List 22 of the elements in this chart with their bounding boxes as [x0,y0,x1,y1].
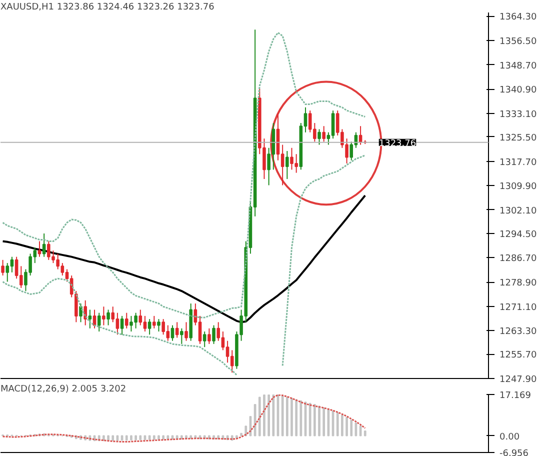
y-tick-label: 1302.10 [500,206,537,216]
ref-line-label: 1323.76 [378,138,416,149]
y-tick-label: 1286.70 [500,254,537,264]
y-tick-label: 1271.10 [500,302,537,313]
y-tick-label: 17.169 [500,391,532,401]
y-tick-label: 1348.70 [500,61,537,72]
y-tick-label: 1309.90 [500,182,537,192]
y-tick-label: 1340.90 [500,86,537,96]
y-tick-label: 1325.50 [500,133,537,144]
y-tick-label: 1356.50 [500,37,537,48]
y-tick-label: 1294.50 [500,230,537,240]
y-tick-label: 1278.90 [500,278,537,289]
y-tick-label: 1317.70 [500,158,537,168]
y-tick-label: 1247.90 [500,375,537,385]
chart-title: MACD(12,26,9) 2.005 3.202 [0,384,126,394]
y-tick-label: 1364.30 [500,12,537,23]
chart-title: XAUUSD,H1 1323.86 1324.46 1323.26 1323.76 [0,2,215,12]
y-tick-label: 1255.70 [500,350,537,361]
y-tick-label: 1263.30 [500,327,537,338]
y-tick-label: 1333.10 [500,110,537,120]
y-tick-label: 0.00 [500,432,520,442]
y-tick-label: -6.956 [500,449,529,456]
